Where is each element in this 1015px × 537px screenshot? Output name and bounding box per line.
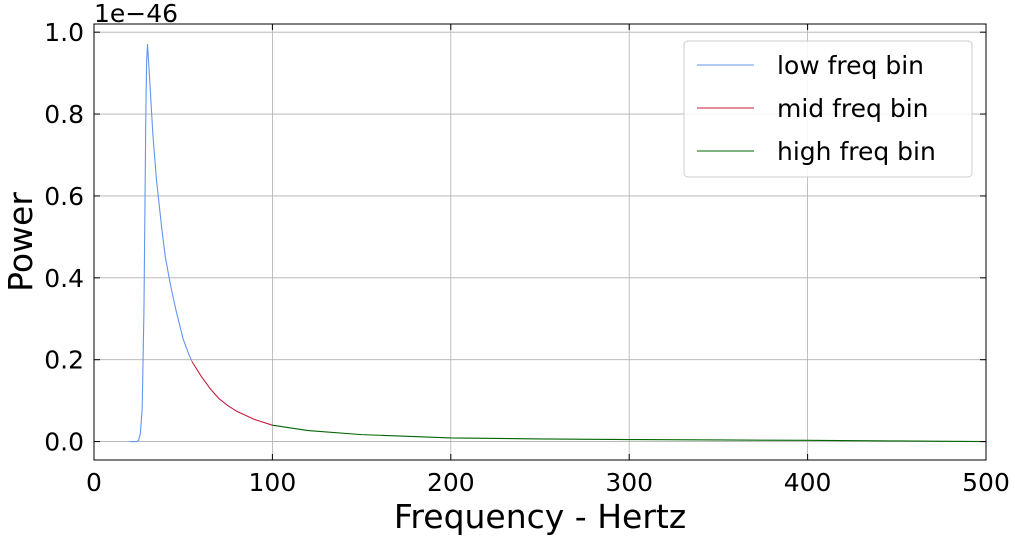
- x-axis-label: Frequency - Hertz: [394, 497, 686, 536]
- legend-box: [683, 40, 973, 178]
- y-tick-label: 0.8: [44, 100, 84, 129]
- legend-label: low freq bin: [777, 51, 924, 80]
- x-tick-label: 500: [962, 468, 1010, 497]
- y-tick-label: 0.6: [44, 182, 84, 211]
- x-tick-label: 0: [86, 468, 102, 497]
- legend-label: high freq bin: [777, 137, 936, 166]
- y-tick-label: 1.0: [44, 18, 84, 47]
- x-tick-label: 200: [427, 468, 475, 497]
- axis-ticks: 0 100 200 300 400 500 0.0 0.2 0.4 0.6 0.8 1.0: [44, 18, 1010, 497]
- y-tick-label: 0.0: [44, 428, 84, 457]
- y-tick-label: 0.2: [44, 346, 84, 375]
- y-axis-label: Power: [1, 192, 40, 292]
- y-tick-label: 0.4: [44, 264, 84, 293]
- series-line-low-freq-bin: [129, 43, 193, 443]
- x-tick-label: 300: [605, 468, 653, 497]
- x-tick-label: 400: [784, 468, 832, 497]
- y-offset-text: 1e−46: [94, 0, 178, 28]
- series-line-high-freq-bin: [272, 424, 987, 443]
- series-line-mid-freq-bin: [191, 361, 273, 426]
- x-tick-label: 100: [249, 468, 297, 497]
- series-lines: [129, 43, 987, 443]
- plot-frame: [93, 23, 987, 461]
- legend-label: mid freq bin: [777, 94, 929, 123]
- legend: low freq bin mid freq bin high freq bin: [683, 40, 973, 178]
